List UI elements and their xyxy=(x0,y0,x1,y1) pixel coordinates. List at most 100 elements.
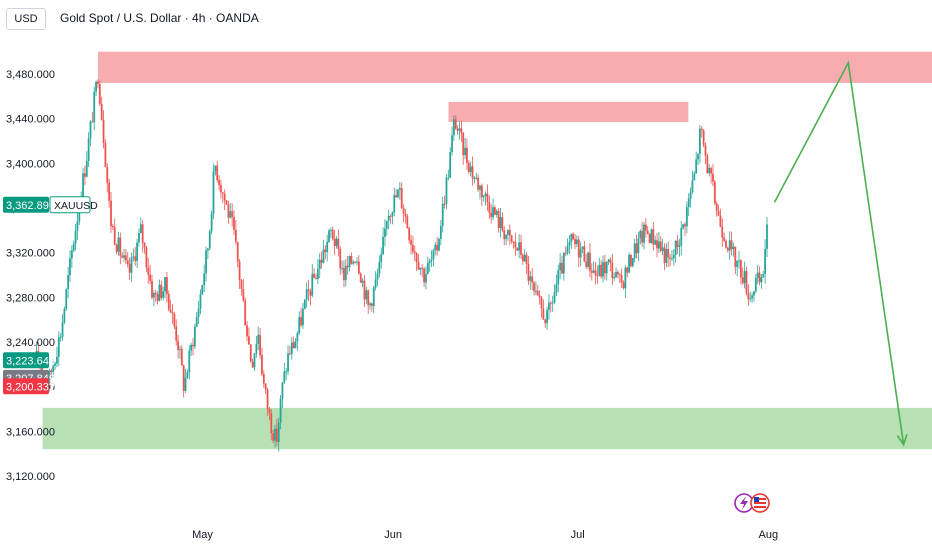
candle xyxy=(725,239,727,249)
candle xyxy=(464,138,466,160)
candle xyxy=(689,187,692,208)
event-icons[interactable] xyxy=(734,493,770,513)
candle xyxy=(583,240,586,263)
candle xyxy=(551,295,554,312)
candle xyxy=(546,306,548,330)
candle xyxy=(699,125,701,164)
candle xyxy=(311,264,314,298)
candle xyxy=(562,251,565,281)
projection-arrow xyxy=(773,60,908,447)
candle xyxy=(357,255,360,275)
candle xyxy=(125,248,127,265)
candle xyxy=(160,280,163,300)
candle xyxy=(110,191,112,233)
lightning-event-glyph xyxy=(740,496,748,510)
candle xyxy=(158,279,161,302)
candle xyxy=(367,289,370,314)
candle xyxy=(417,254,420,270)
candle xyxy=(523,249,526,263)
candle xyxy=(126,251,129,268)
x-tick-label: Jun xyxy=(384,529,402,541)
candle xyxy=(274,424,276,448)
candle xyxy=(728,231,731,260)
candle xyxy=(48,368,51,392)
candle xyxy=(585,253,588,269)
candle xyxy=(341,260,343,274)
candle xyxy=(581,246,584,254)
candle xyxy=(648,232,651,244)
candle xyxy=(605,261,608,281)
candle xyxy=(330,227,332,239)
candle xyxy=(72,240,75,253)
symbol-label: XAUUSD xyxy=(54,200,98,212)
candle xyxy=(449,147,452,179)
candle xyxy=(339,246,342,275)
candle xyxy=(466,138,468,171)
candle xyxy=(527,255,530,286)
candle xyxy=(197,300,200,325)
candle xyxy=(128,257,131,281)
candle xyxy=(104,139,107,168)
candle xyxy=(477,174,480,192)
candle xyxy=(117,231,120,256)
candle xyxy=(76,212,79,241)
resistance-zone-upper[interactable] xyxy=(97,51,932,83)
candle xyxy=(641,221,644,247)
candle xyxy=(475,172,478,180)
candle xyxy=(179,345,181,359)
candle xyxy=(644,218,647,238)
candle xyxy=(630,254,632,268)
candle xyxy=(423,267,425,287)
candle xyxy=(587,251,589,270)
candle xyxy=(467,160,470,175)
candle xyxy=(305,282,308,308)
candle xyxy=(682,223,685,230)
candle xyxy=(378,255,381,278)
candle xyxy=(521,253,524,265)
candle xyxy=(766,216,768,258)
candle xyxy=(307,279,310,301)
y-tick-label: 3,320.000 xyxy=(6,248,55,260)
candle xyxy=(143,242,146,254)
candle xyxy=(113,218,116,246)
y-tick-label: 3,480.000 xyxy=(6,69,55,81)
candle xyxy=(242,279,245,303)
support-zone[interactable] xyxy=(42,407,932,450)
candle xyxy=(54,361,56,370)
candle xyxy=(292,336,295,349)
currency-selector[interactable]: USD xyxy=(6,8,46,30)
candle xyxy=(374,271,377,291)
candle xyxy=(302,302,304,329)
us-flag-canton xyxy=(754,497,759,502)
candle xyxy=(762,270,765,278)
candle xyxy=(607,258,610,266)
y-tick-label: 3,160.000 xyxy=(6,426,55,438)
candle xyxy=(61,314,64,341)
candle xyxy=(151,274,153,300)
resistance-zone-mid[interactable] xyxy=(448,101,689,123)
candle xyxy=(354,260,357,264)
candle xyxy=(266,387,269,416)
candle xyxy=(600,260,603,279)
candle xyxy=(348,255,351,272)
candle xyxy=(69,250,71,283)
candle xyxy=(391,211,394,225)
candle xyxy=(167,290,170,312)
candle xyxy=(234,220,237,245)
chart-title: Gold Spot / U.S. Dollar · 4h · OANDA xyxy=(60,11,259,25)
candle xyxy=(430,250,433,268)
candle xyxy=(372,285,375,314)
candle xyxy=(549,301,552,313)
candle xyxy=(281,381,284,409)
candle xyxy=(123,249,125,263)
candle xyxy=(693,171,696,181)
x-axis[interactable]: MayJunJulAugSep xyxy=(192,529,932,541)
candle xyxy=(387,209,390,230)
candle xyxy=(97,79,99,89)
candle xyxy=(231,203,234,227)
candle xyxy=(328,228,330,244)
candle xyxy=(395,188,398,198)
candle xyxy=(382,227,384,255)
candle xyxy=(316,259,319,285)
